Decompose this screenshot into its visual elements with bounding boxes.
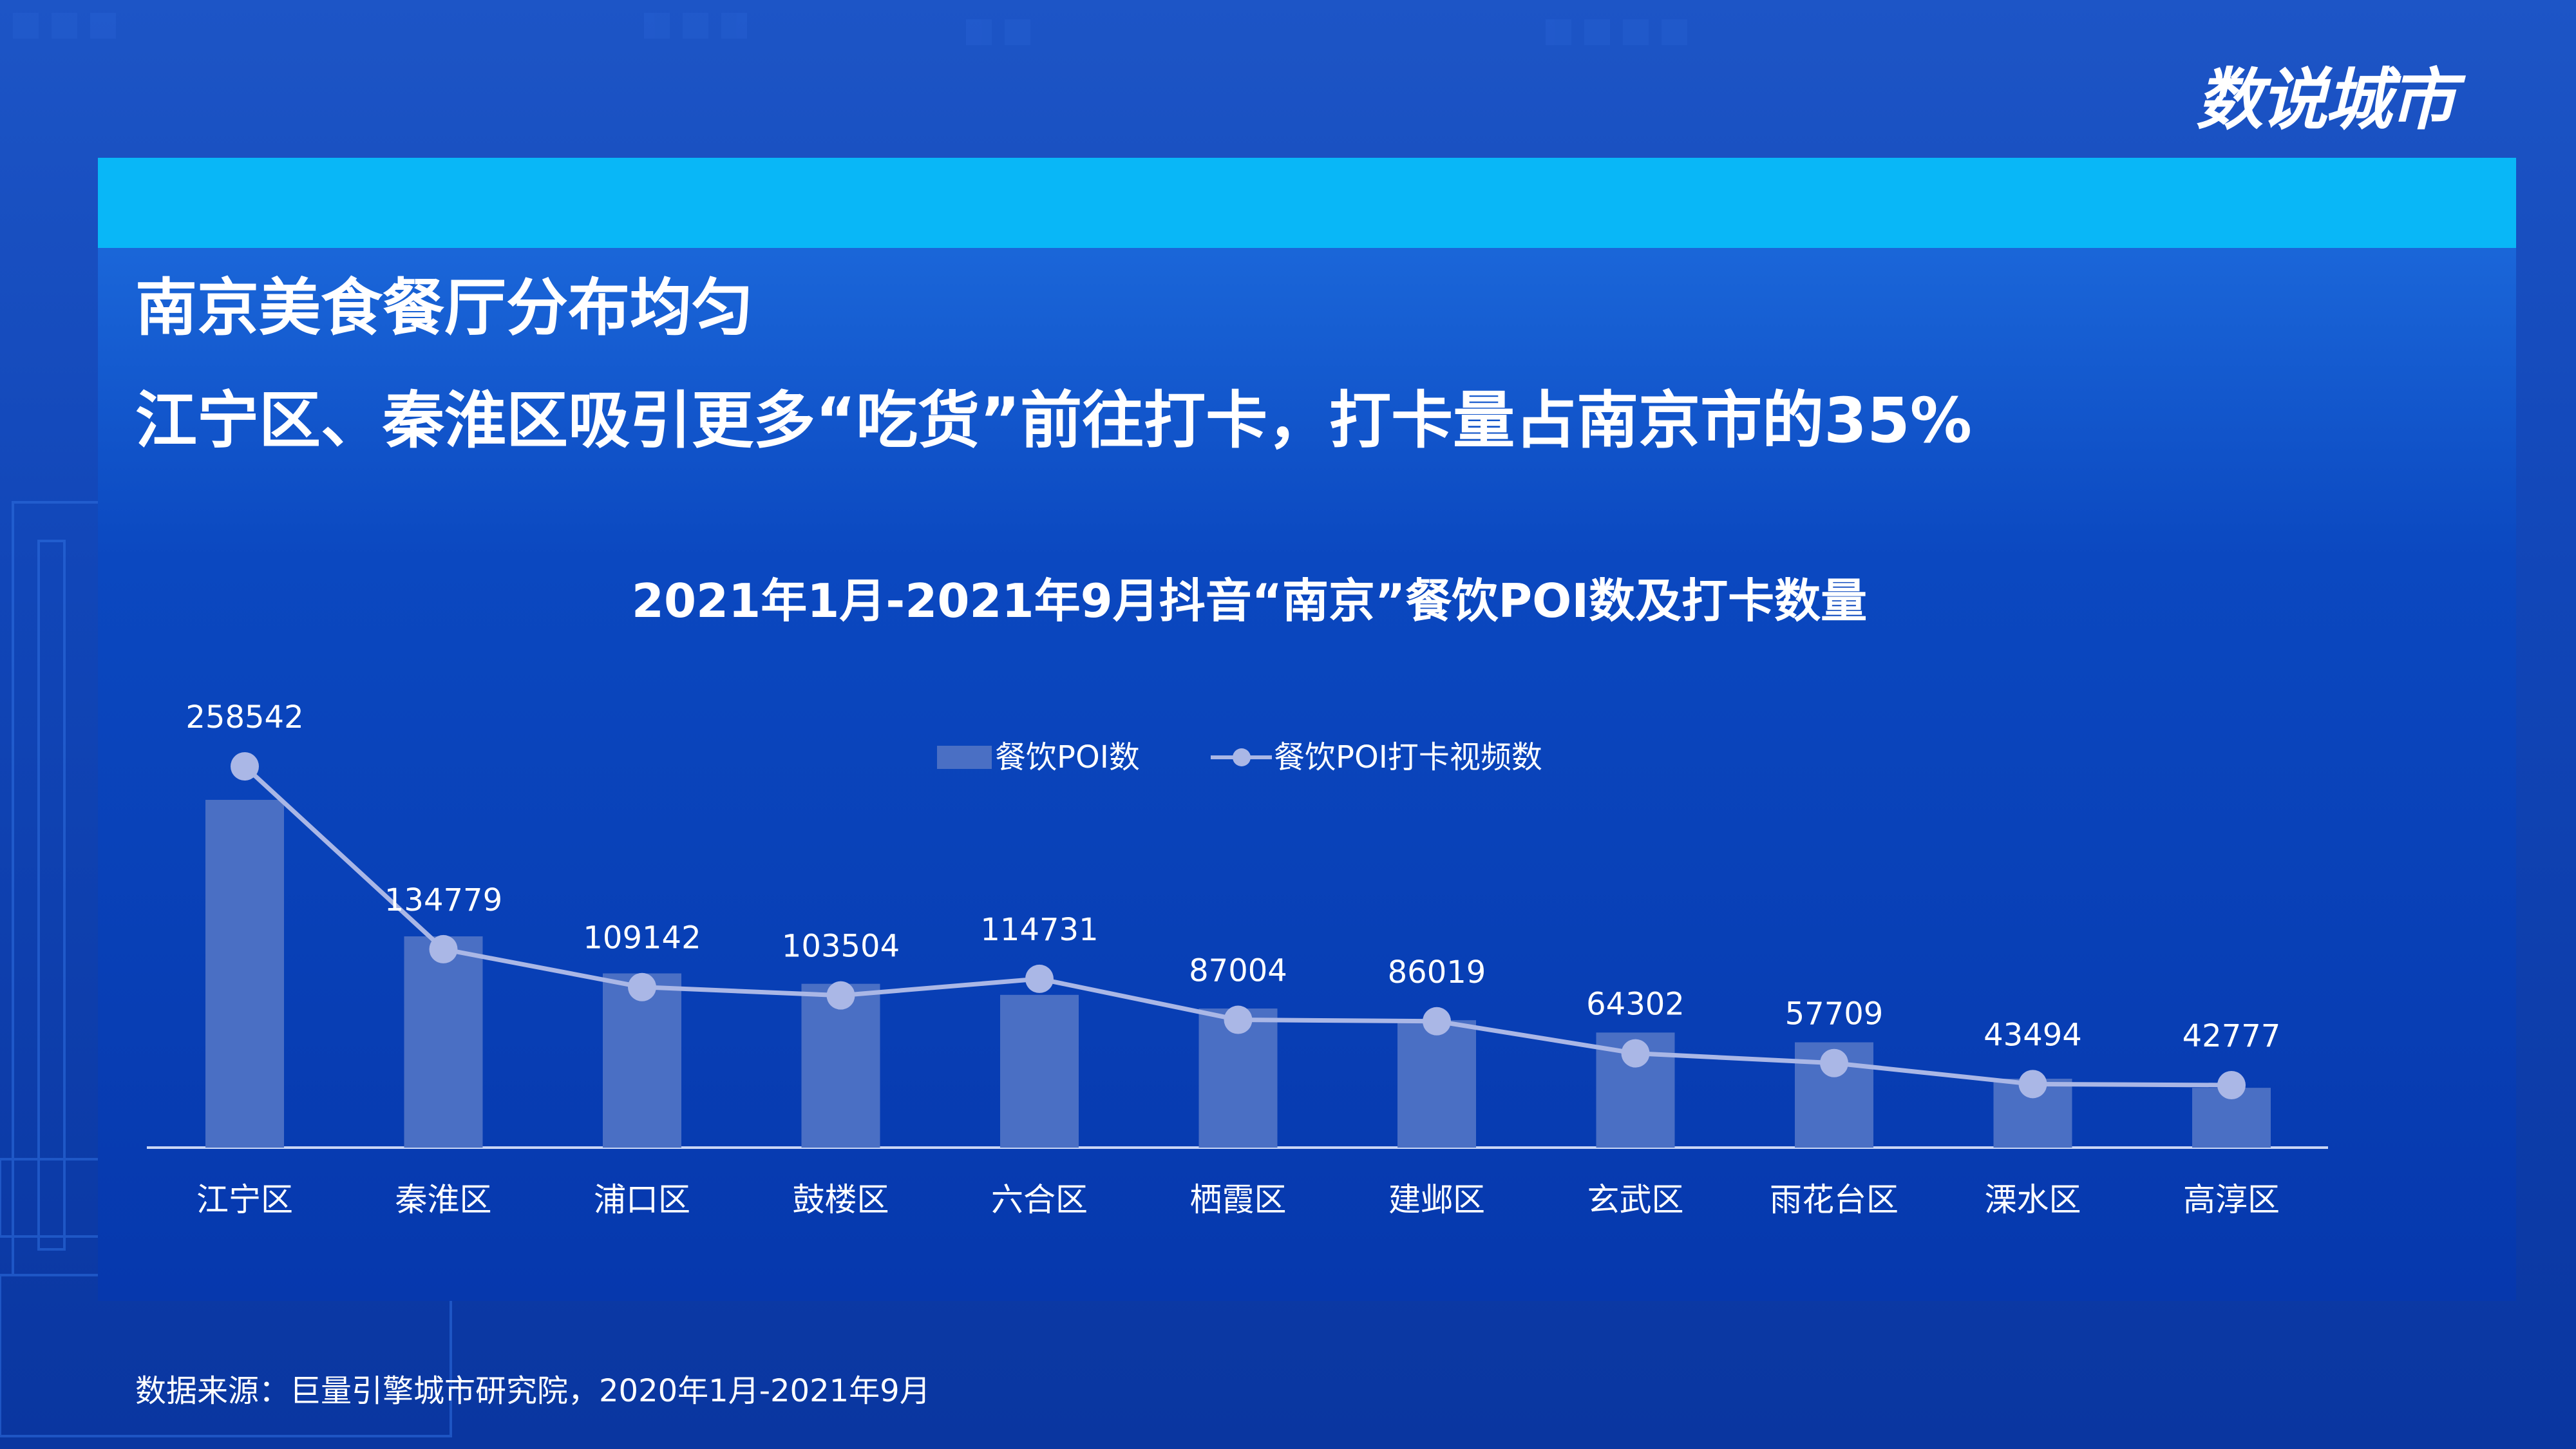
data-label-4: 114731 xyxy=(980,912,1098,948)
line-point-10 xyxy=(2217,1071,2246,1099)
bar-6 xyxy=(1397,1020,1476,1148)
line-point-7 xyxy=(1621,1039,1650,1068)
legend-label-checkin: 餐饮POI打卡视频数 xyxy=(1274,739,1542,775)
data-label-9: 43494 xyxy=(1984,1017,2082,1053)
data-label-1: 134779 xyxy=(384,882,502,918)
data-label-6: 86019 xyxy=(1388,954,1486,990)
x-tick-label-3: 鼓楼区 xyxy=(793,1181,889,1218)
x-tick-label-7: 玄武区 xyxy=(1587,1181,1684,1218)
brand-logo: 数说城市 xyxy=(2195,61,2456,139)
x-tick-label-4: 六合区 xyxy=(991,1181,1088,1218)
headline: 南京美食餐厅分布均匀 xyxy=(135,272,753,344)
legend-label-poi: 餐饮POI数 xyxy=(995,739,1140,775)
data-label-7: 64302 xyxy=(1586,987,1685,1023)
data-label-0: 258542 xyxy=(185,699,303,735)
line-point-5 xyxy=(1224,1005,1253,1034)
chart-title: 2021年1月-2021年9月抖音“南京”餐饮POI数及打卡数量 xyxy=(632,574,1867,628)
panel-accent-bar xyxy=(98,158,2516,248)
line-point-8 xyxy=(1820,1048,1848,1077)
line-point-4 xyxy=(1025,964,1054,993)
line-point-6 xyxy=(1423,1007,1451,1036)
line-point-1 xyxy=(429,934,458,963)
x-tick-label-0: 江宁区 xyxy=(196,1181,293,1218)
legend-bar-swatch xyxy=(937,746,992,769)
tick-labels-layer: 江宁区 秦淮区 浦口区 鼓楼区 六合区 栖霞区 建邺区 玄武区 雨花台区 溧水区 高淳区 xyxy=(196,1181,2280,1218)
data-label-2: 109142 xyxy=(583,920,701,956)
x-tick-label-1: 秦淮区 xyxy=(395,1181,492,1218)
bar-1 xyxy=(404,936,483,1148)
x-tick-label-6: 建邺区 xyxy=(1388,1181,1485,1218)
data-label-5: 87004 xyxy=(1189,953,1287,989)
line-point-3 xyxy=(826,981,855,1010)
x-tick-label-8: 雨花台区 xyxy=(1770,1181,1899,1218)
data-labels-layer: 258542 134779 109142 103504 114731 87004 86019… xyxy=(185,699,2280,1054)
legend: 餐饮POI数 餐饮POI打卡视频数 xyxy=(937,739,1542,775)
points-layer xyxy=(231,752,2246,1099)
x-tick-label-10: 高淳区 xyxy=(2183,1181,2280,1218)
bar-3 xyxy=(801,983,880,1148)
content-panel xyxy=(98,158,2516,1301)
data-label-8: 57709 xyxy=(1785,996,1884,1032)
bar-0 xyxy=(205,800,284,1148)
legend-line-marker xyxy=(1233,748,1251,766)
bar-4 xyxy=(1000,994,1079,1148)
x-tick-label-9: 溧水区 xyxy=(1985,1181,2081,1218)
source-note: 数据来源：巨量引擎城市研究院，2020年1月-2021年9月 xyxy=(135,1373,931,1409)
line-point-0 xyxy=(231,752,259,781)
line-point-9 xyxy=(2018,1070,2047,1099)
bar-2 xyxy=(603,973,681,1148)
data-label-3: 103504 xyxy=(782,929,900,965)
line-point-2 xyxy=(628,972,656,1001)
x-tick-label-2: 浦口区 xyxy=(594,1181,690,1218)
data-label-10: 42777 xyxy=(2183,1018,2281,1054)
x-tick-label-5: 栖霞区 xyxy=(1190,1181,1287,1218)
subheadline: 江宁区、秦淮区吸引更多“吃货”前往打卡，打卡量占南京市的35% xyxy=(135,384,1972,457)
